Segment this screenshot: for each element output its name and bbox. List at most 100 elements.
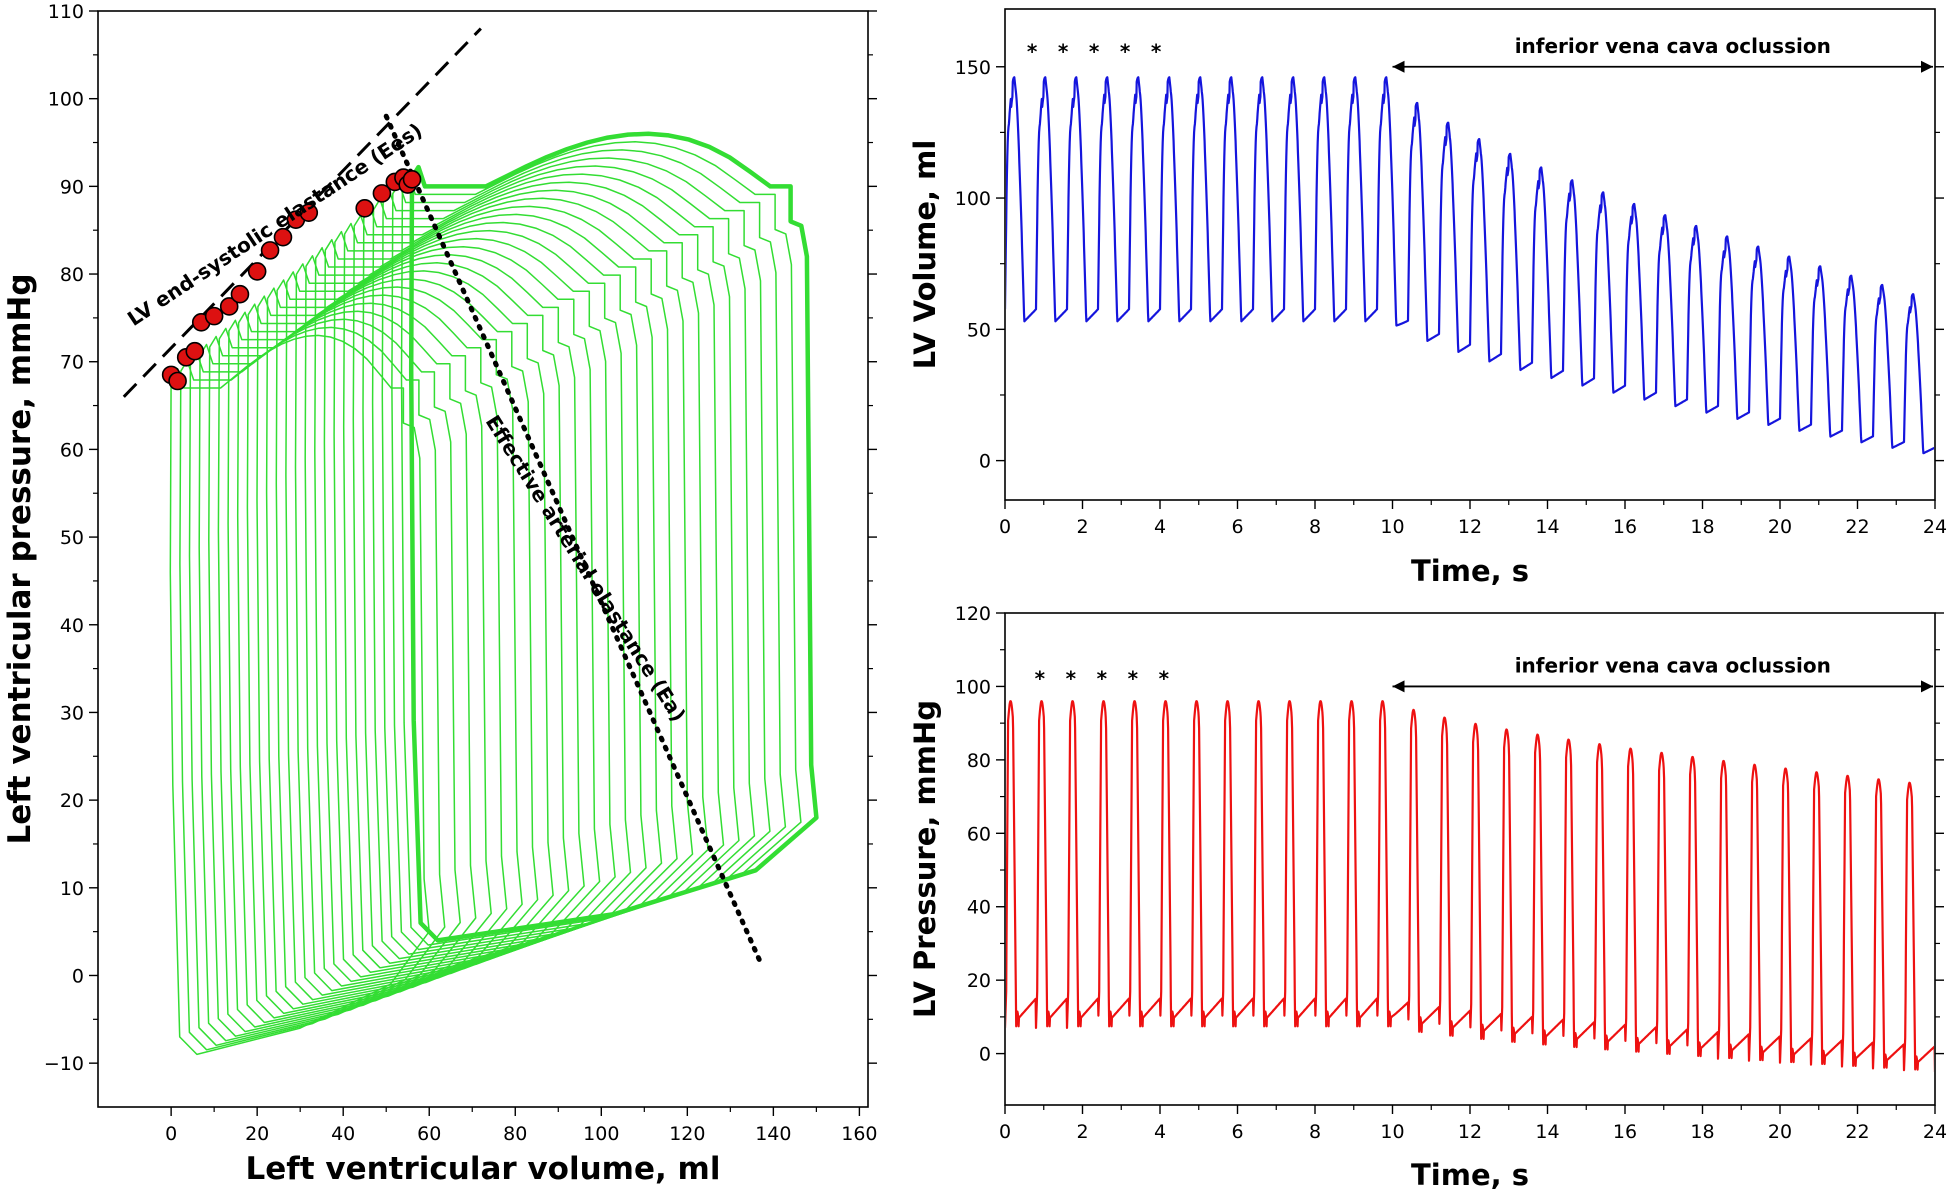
x-tick-label: 16 [1613, 1121, 1637, 1143]
y-tick-label: 60 [60, 439, 84, 461]
y-tick-label: 20 [967, 970, 991, 992]
pv-loop [381, 157, 771, 955]
y-tick-label: 10 [60, 878, 84, 900]
pv-loop [198, 310, 477, 1042]
y-tick-label: 100 [955, 676, 991, 698]
end-systolic-point [372, 184, 392, 203]
x-tick-label: 10 [1380, 516, 1404, 538]
pv-loop [227, 286, 523, 1028]
pv-loop [323, 205, 678, 983]
pv-loop [246, 270, 554, 1019]
x-tick-label: 2 [1076, 516, 1088, 538]
y-tick-label: 20 [60, 790, 84, 812]
beat-star: * [1159, 666, 1170, 690]
end-systolic-point [168, 371, 187, 391]
beat-star: * [1058, 39, 1069, 63]
x-tick-label: 80 [503, 1123, 527, 1145]
x-tick-label: 2 [1076, 1121, 1088, 1143]
pv-loop [285, 237, 616, 1001]
x-tick-label: 120 [669, 1123, 705, 1145]
y-tick-label: 60 [967, 823, 991, 845]
y-axis-title: LV Pressure, mmHg [908, 700, 942, 1018]
pv-loop [371, 165, 756, 960]
x-tick-label: 20 [245, 1123, 269, 1145]
end-systolic-point [299, 203, 319, 222]
ees-annotation: LV end-systolic elastance (Ees) [123, 118, 427, 331]
pv-loop [362, 173, 740, 964]
x-tick-label: 20 [1768, 1121, 1792, 1143]
end-systolic-point [185, 341, 205, 361]
y-tick-label: 110 [48, 1, 84, 23]
x-tick-label: 4 [1154, 1121, 1166, 1143]
x-tick-label: 60 [417, 1123, 441, 1145]
ea-annotation: Effective arterial elastance (Ea) [481, 411, 691, 726]
y-tick-label: 100 [48, 89, 84, 111]
x-tick-label: 10 [1380, 1121, 1404, 1143]
plot-frame [1004, 8, 1936, 501]
beat-star: * [1128, 666, 1139, 690]
pv-loop [179, 326, 446, 1051]
x-tick-label: 14 [1535, 516, 1559, 538]
x-tick-label: 24 [1923, 516, 1947, 538]
occlusion-arrowhead-left [1392, 680, 1405, 693]
x-tick-label: 8 [1309, 1121, 1321, 1143]
y-tick-label: 90 [60, 176, 84, 198]
pv-loop [333, 197, 694, 978]
y-tick-label: 150 [955, 57, 991, 79]
y-tick-label: 50 [967, 319, 991, 341]
x-tick-label: 22 [1845, 516, 1869, 538]
trace-plot-area [1006, 76, 1934, 455]
beat-star: * [1089, 39, 1100, 63]
end-systolic-point [402, 170, 422, 189]
beat-star: * [1151, 39, 1162, 63]
pv-loop [217, 294, 508, 1033]
pv-loop [236, 278, 539, 1024]
y-tick-label: 0 [979, 1044, 991, 1066]
trace-plot-area [1006, 700, 1934, 1073]
occlusion-arrowhead-right [1921, 60, 1933, 73]
x-tick-label: 160 [841, 1123, 877, 1145]
x-tick-label: 20 [1768, 516, 1792, 538]
x-tick-label: 6 [1231, 516, 1243, 538]
y-tick-label: 50 [60, 527, 84, 549]
x-tick-label: 22 [1845, 1121, 1869, 1143]
x-tick-label: 4 [1154, 516, 1166, 538]
x-tick-label: 40 [331, 1123, 355, 1145]
beat-star: * [1097, 666, 1108, 690]
x-tick-label: 0 [999, 1121, 1011, 1143]
lv-pressure-chart: 0 2 4 6 8 10 12 14 16 18 20 22 24020406080100120Time… [908, 603, 1947, 1192]
y-axis-title: Left ventricular pressure, mmHg [2, 273, 38, 844]
end-systolic-point [204, 306, 224, 326]
ea-line [383, 113, 763, 965]
y-tick-label: 100 [955, 188, 991, 210]
x-axis-title: Time, s [1411, 1158, 1529, 1192]
y-tick-label: 0 [979, 451, 991, 473]
end-systolic-point [273, 227, 293, 247]
x-axis-title: Left ventricular volume, ml [245, 1151, 720, 1187]
y-tick-label: 40 [967, 897, 991, 919]
pv-loop [400, 141, 802, 946]
beat-star: * [1035, 666, 1046, 690]
pv-loop [188, 318, 461, 1047]
y-tick-label: 70 [60, 352, 84, 374]
end-systolic-point [219, 297, 239, 316]
beat-star: * [1066, 666, 1077, 690]
x-tick-label: 18 [1690, 516, 1714, 538]
pv-loop [256, 262, 570, 1015]
x-tick-label: 0 [999, 516, 1011, 538]
pv-loop [352, 181, 725, 969]
occlusion-label: inferior vena cava oclussion [1515, 34, 1831, 58]
x-tick-label: 18 [1690, 1121, 1714, 1143]
pv-loop [265, 254, 585, 1010]
beat-star: * [1027, 39, 1038, 63]
end-systolic-point [230, 284, 250, 304]
pv-loop [342, 189, 709, 974]
end-systolic-point [247, 262, 267, 281]
y-tick-label: 80 [967, 750, 991, 772]
x-tick-label: 16 [1613, 516, 1637, 538]
occlusion-label: inferior vena cava oclussion [1515, 653, 1831, 677]
occlusion-arrowhead-left [1392, 60, 1405, 73]
trace-line [1006, 700, 1934, 1073]
